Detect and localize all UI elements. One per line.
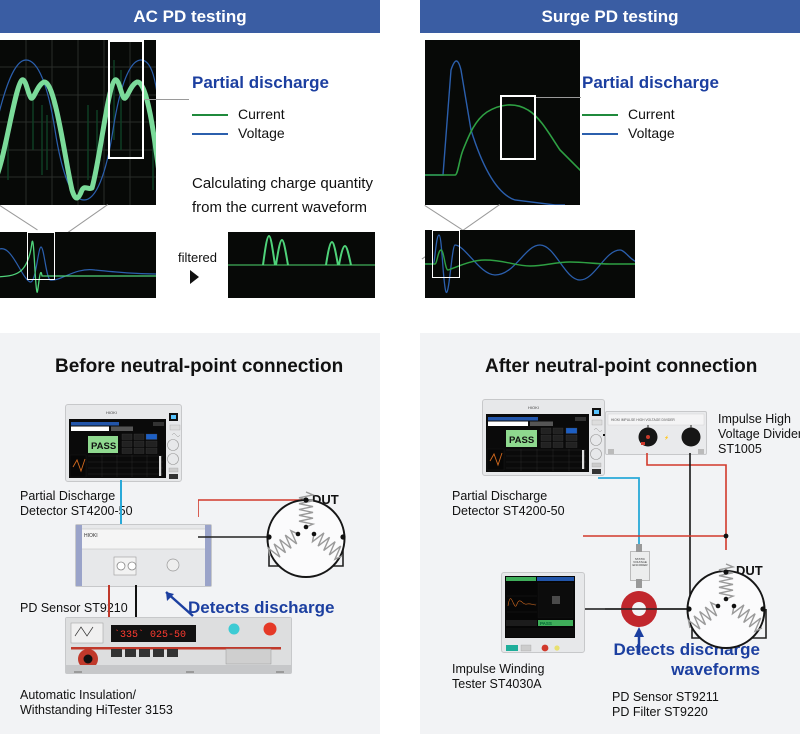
svg-text:⚡: ⚡ <box>664 435 669 440</box>
svg-text:HIOKI: HIOKI <box>84 533 98 539</box>
svg-text:PASS: PASS <box>540 621 552 626</box>
svg-text:HIOKI: HIOKI <box>106 410 117 415</box>
svg-text:HIOKI IMPULSE HIGH VOLTAGE DIV: HIOKI IMPULSE HIGH VOLTAGE DIVIDER <box>611 418 675 422</box>
svg-text:HIOKI: HIOKI <box>528 405 539 410</box>
svg-text:`335` 025-50: `335` 025-50 <box>114 628 186 641</box>
